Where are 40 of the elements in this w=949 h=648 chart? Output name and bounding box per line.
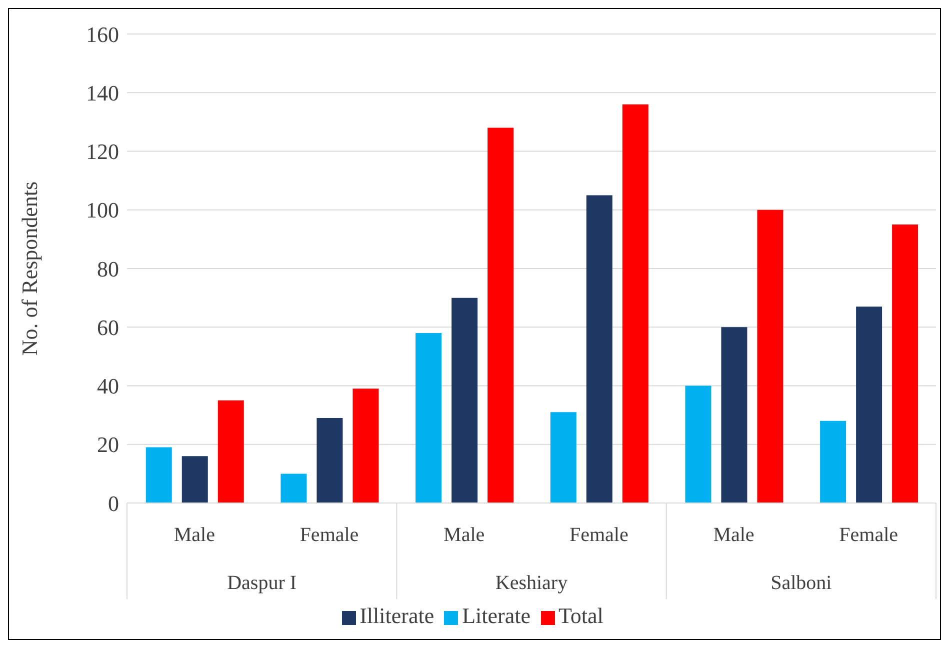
bar [280,474,307,503]
y-tick-label: 120 [86,139,119,164]
y-tick-label: 140 [86,80,119,106]
y-tick-label: 40 [97,374,119,399]
legend-label: Total [558,603,604,628]
bar [488,128,514,503]
bar [352,388,379,503]
bar [820,420,846,503]
y-tick-label: 0 [108,490,119,516]
x-tick-label: Female [839,524,898,546]
x-tick-label: Female [300,524,359,546]
text: Salboni [770,572,832,594]
bar [586,195,612,503]
y-tick-label: 100 [86,198,119,223]
bar [685,386,712,503]
y-tick-label: 20 [97,432,119,458]
x-tick-label: Male [713,524,754,546]
y-axis-title: No. of Respondents [16,181,42,356]
bar [452,298,478,503]
bar [892,224,918,503]
bar [856,306,882,503]
bar [622,104,648,503]
x-tick-label: Male [174,524,216,546]
x-tick-label: Male [444,524,485,546]
bar [218,400,244,503]
y-tick-label: 60 [97,314,119,340]
y-tick-label: 160 [86,22,119,47]
legend-label: Literate [462,603,530,628]
text: Daspur I [227,572,297,594]
legend-label: Illiterate [360,603,434,628]
bar [316,418,343,503]
bar [721,327,748,503]
y-tick-label: 80 [97,256,119,282]
bar [182,456,208,503]
bar [146,447,172,503]
bar [550,412,576,503]
bar [416,332,442,503]
text: Keshiary [495,572,568,594]
bar [757,210,784,503]
x-tick-label: Female [569,524,628,546]
